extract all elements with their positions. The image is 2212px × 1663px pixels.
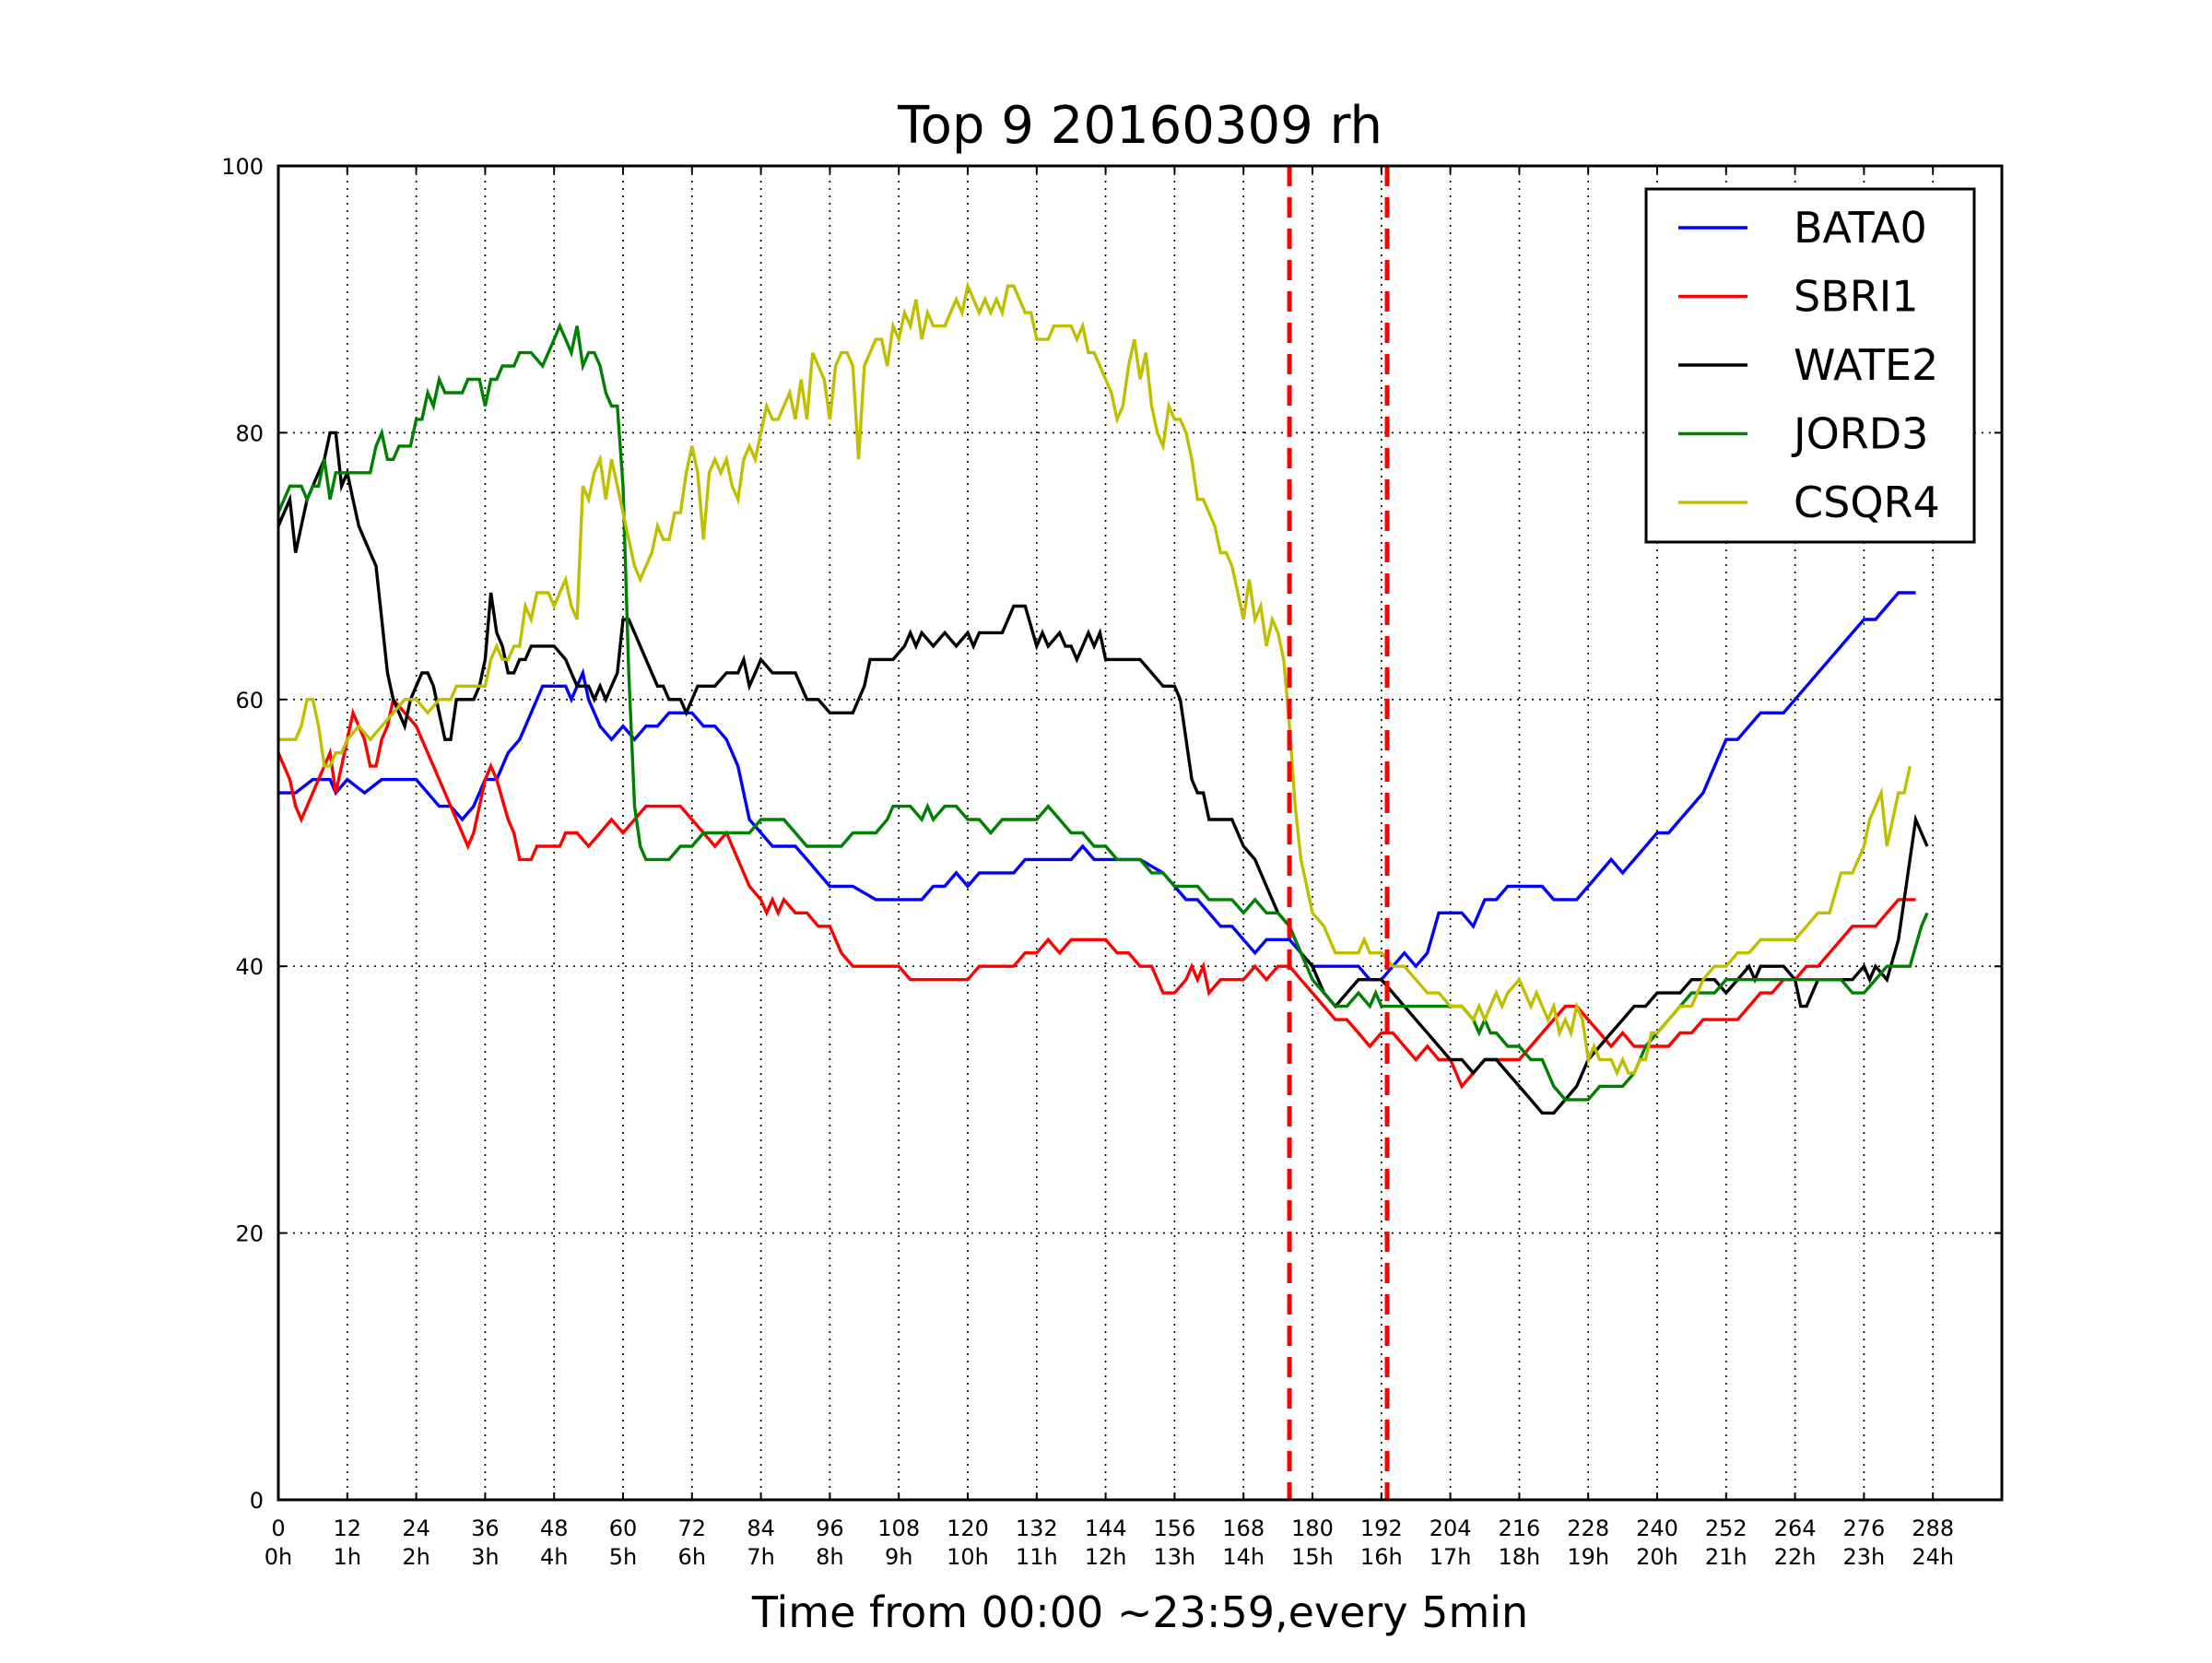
vertical-markers (1287, 166, 1390, 1500)
x-tick-label: 204 (1430, 1516, 1472, 1541)
x-tick-label: 60 (609, 1516, 638, 1541)
x-tick-sublabel: 20h (1636, 1544, 1678, 1570)
y-tick-label: 80 (235, 420, 264, 446)
x-tick-sublabel: 23h (1843, 1544, 1886, 1570)
x-tick-sublabel: 5h (609, 1544, 637, 1570)
x-tick-label: 276 (1842, 1516, 1885, 1541)
x-tick-label: 48 (540, 1516, 569, 1541)
x-tick-sublabel: 3h (471, 1544, 499, 1570)
legend-label-jord3: JORD3 (1791, 409, 1928, 459)
x-tick-sublabel: 1h (334, 1544, 361, 1570)
x-tick-label: 252 (1705, 1516, 1747, 1541)
plot-frame (276, 164, 2004, 1502)
x-tick-sublabel: 16h (1360, 1544, 1403, 1570)
x-tick-sublabel: 19h (1567, 1544, 1609, 1570)
x-tick-sublabel: 0h (265, 1544, 292, 1570)
legend-label-wate2: WATE2 (1794, 340, 1938, 390)
series-line-bata0 (278, 591, 1916, 982)
chart-title: Top 9 20160309 rh (897, 96, 1382, 156)
x-tick-label: 12 (334, 1516, 362, 1541)
y-tick-label: 0 (250, 1488, 264, 1514)
y-tick-label: 60 (235, 688, 264, 714)
x-tick-label: 72 (678, 1516, 707, 1541)
x-tick-label: 132 (1016, 1516, 1058, 1541)
x-tick-sublabel: 12h (1085, 1544, 1127, 1570)
x-tick-sublabel: 10h (947, 1544, 989, 1570)
x-tick-sublabel: 14h (1222, 1544, 1265, 1570)
x-tick-sublabel: 13h (1154, 1544, 1196, 1570)
x-tick-sublabel: 15h (1291, 1544, 1334, 1570)
x-tick-sublabel: 6h (678, 1544, 706, 1570)
x-tick-sublabel: 22h (1774, 1544, 1817, 1570)
x-tick-sublabel: 2h (402, 1544, 429, 1570)
x-tick-label: 36 (471, 1516, 500, 1541)
x-tick-label: 216 (1498, 1516, 1540, 1541)
x-tick-sublabel: 4h (540, 1544, 568, 1570)
series-line-csqr4 (278, 280, 1912, 1078)
series-line-jord3 (276, 322, 1929, 1102)
x-tick-label: 288 (1912, 1516, 1954, 1541)
legend-label-sbri1: SBRI1 (1794, 272, 1919, 322)
x-tick-label: 156 (1153, 1516, 1195, 1541)
x-tick-label: 180 (1291, 1516, 1334, 1541)
x-tick-label: 240 (1636, 1516, 1678, 1541)
x-tick-label: 108 (877, 1516, 920, 1541)
x-tick-label: 84 (747, 1516, 775, 1541)
x-tick-label: 168 (1222, 1516, 1265, 1541)
x-axis-label: Time from 00:00 ~23:59,every 5min (751, 1587, 1528, 1637)
axis-ticks: 0 0h 12 1h 24 2h 36 3h 48 4h 60 5h 72 6h 84 7h 96 8h 108 9h… (221, 154, 2002, 1570)
x-tick-label: 264 (1774, 1516, 1817, 1541)
y-tick-label: 100 (221, 154, 264, 180)
x-tick-label: 24 (402, 1516, 430, 1541)
series-line-sbri1 (276, 696, 1916, 1090)
x-tick-sublabel: 18h (1499, 1544, 1541, 1570)
y-tick-label: 40 (235, 954, 264, 980)
x-tick-sublabel: 11h (1016, 1544, 1058, 1570)
x-tick-label: 0 (271, 1516, 285, 1541)
x-tick-label: 228 (1567, 1516, 1609, 1541)
x-tick-label: 144 (1085, 1516, 1127, 1541)
x-tick-sublabel: 24h (1912, 1544, 1954, 1570)
x-tick-label: 192 (1360, 1516, 1403, 1541)
legend-label-csqr4: CSQR4 (1794, 478, 1940, 527)
x-tick-sublabel: 21h (1705, 1544, 1747, 1570)
x-tick-sublabel: 9h (885, 1544, 912, 1570)
x-tick-sublabel: 7h (747, 1544, 774, 1570)
legend: BATA0 SBRI1 WATE2 JORD3 CSQR4 (1644, 187, 1976, 544)
x-tick-label: 96 (816, 1516, 844, 1541)
x-tick-sublabel: 17h (1430, 1544, 1472, 1570)
x-tick-label: 120 (947, 1516, 989, 1541)
legend-label-bata0: BATA0 (1794, 203, 1927, 253)
y-tick-label: 20 (235, 1221, 264, 1247)
x-tick-sublabel: 8h (816, 1544, 843, 1570)
series-layer (276, 280, 1929, 1115)
